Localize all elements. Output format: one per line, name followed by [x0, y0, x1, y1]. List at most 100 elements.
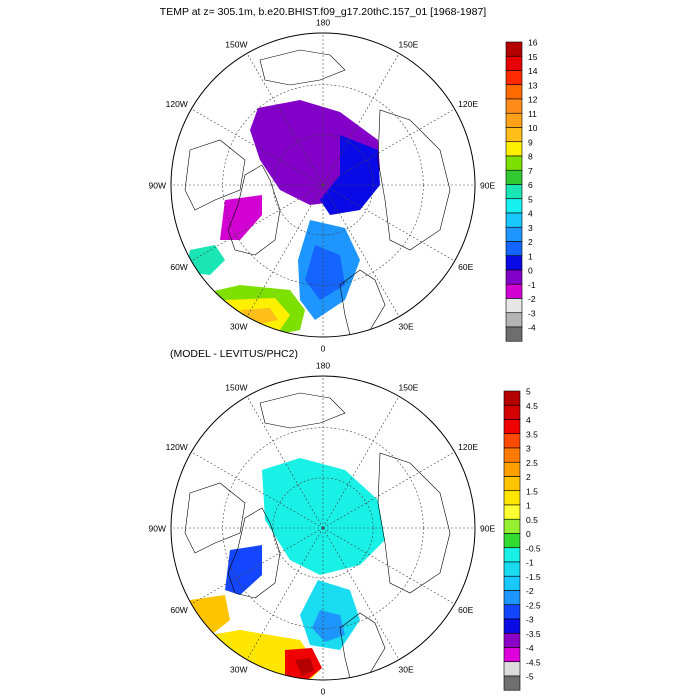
norwegian-sea-core-region — [312, 610, 345, 642]
colorbar-swatch — [503, 518, 521, 534]
longitude-label: 120E — [458, 99, 478, 109]
colorbar-tick-label: 0.5 — [526, 515, 538, 525]
colorbar-tick-label: -3 — [528, 308, 536, 318]
colorbar-swatch — [503, 675, 521, 691]
colorbar-tick-label: 10 — [528, 123, 538, 133]
colorbar-tick-label: -1 — [526, 558, 534, 568]
north-atlantic-hot-core-region — [295, 658, 314, 676]
meridian-line — [191, 184, 324, 262]
colorbar-tick-label: -2 — [526, 586, 534, 596]
colorbar-tick-label: -4 — [526, 643, 534, 653]
colorbar-tick-label: -4 — [528, 323, 536, 333]
longitude-label: 90W — [149, 181, 166, 191]
colorbar-swatch — [505, 241, 523, 257]
bottom-colorbar: 5 4.5 4 3.5 3 2.5 2 1.5 1 0.5 0 -0.5 -1 -1.5 -2 -2.5 -3 -… — [503, 387, 541, 691]
longitude-label: 30E — [399, 322, 414, 332]
colorbar-tick-label: 7 — [528, 166, 533, 176]
meridian-line — [246, 527, 324, 660]
colorbar-swatch — [503, 547, 521, 563]
colorbar-tick-label: 5 — [526, 387, 531, 397]
longitude-label: 150W — [225, 39, 247, 49]
colorbar-swatch — [503, 476, 521, 492]
colorbar-swatch — [505, 112, 523, 128]
colorbar-tick-label: 11 — [528, 109, 537, 119]
colorbar-tick-label: 0 — [528, 266, 533, 276]
colorbar-tick-label: 0 — [526, 529, 531, 539]
colorbar-swatch — [503, 561, 521, 577]
colorbar-tick-label: 1.5 — [526, 486, 538, 496]
top-coast-scandinavia — [339, 269, 386, 336]
longitude-label: 30E — [399, 665, 414, 675]
colorbar-swatch — [503, 390, 521, 406]
bottom-panel: (MODEL - LEVITUS/PHC2) 180 150E 120E 90E 60E… — [149, 348, 541, 697]
top-coast-siberia — [377, 109, 451, 251]
colorbar-tick-label: 4 — [528, 209, 533, 219]
longitude-label: 150E — [399, 39, 419, 49]
colorbar-tick-label: -3 — [526, 615, 534, 625]
top-longitude-labels: 180 150E 120E 90E 60E 30E 0 30W 60W 90W 120W 150W — [149, 18, 496, 354]
longitude-label: 60W — [170, 605, 187, 615]
longitude-label: 120W — [166, 99, 188, 109]
colorbar-tick-label: -1.5 — [526, 572, 541, 582]
colorbar-swatch — [503, 661, 521, 677]
colorbar-tick-label: 13 — [528, 80, 538, 90]
longitude-label: 0 — [321, 344, 326, 354]
colorbar-swatch — [505, 84, 523, 100]
longitude-label: 90E — [480, 181, 495, 191]
colorbar-tick-label: 2 — [528, 237, 533, 247]
baffin-bay-anomaly-region — [225, 545, 262, 595]
colorbar-swatch — [505, 169, 523, 185]
colorbar-swatch — [503, 461, 521, 477]
colorbar-tick-label: -2.5 — [526, 600, 541, 610]
top-plot-title: TEMP at z= 305.1m, b.e20.BHIST.f09_g17.2… — [160, 6, 486, 18]
bottom-coast-greenland — [227, 507, 281, 599]
meridian-line — [322, 527, 455, 605]
top-map-boundary — [170, 32, 476, 338]
north-atlantic-orange-region — [240, 308, 278, 325]
colorbar-swatch — [503, 590, 521, 606]
colorbar-swatch — [503, 433, 521, 449]
longitude-label: 120W — [166, 442, 188, 452]
colorbar-tick-label: -2 — [528, 294, 536, 304]
meridian-line — [191, 527, 324, 605]
colorbar-swatch — [505, 269, 523, 285]
meridian-line — [322, 184, 455, 262]
nordic-seas-inner-region — [305, 245, 345, 300]
colorbar-swatch — [503, 632, 521, 648]
top-coast-alaska — [259, 49, 346, 86]
meridian-line — [322, 53, 400, 186]
colorbar-swatch — [505, 98, 523, 114]
colorbar-swatch — [505, 312, 523, 328]
longitude-label: 30W — [230, 322, 247, 332]
colorbar-tick-label: -4.5 — [526, 657, 541, 667]
colorbar-tick-label: 9 — [528, 137, 533, 147]
colorbar-tick-label: 4.5 — [526, 401, 538, 411]
colorbar-swatch — [505, 226, 523, 242]
meridian-line — [191, 108, 324, 186]
colorbar-swatch — [503, 490, 521, 506]
colorbar-swatch — [503, 419, 521, 435]
colorbar-swatch — [503, 604, 521, 620]
meridian-line — [246, 53, 324, 186]
colorbar-tick-label: 1 — [526, 501, 531, 511]
longitude-label: 150E — [399, 382, 419, 392]
longitude-label: 90W — [149, 524, 166, 534]
colorbar-tick-label: 3.5 — [526, 429, 538, 439]
colorbar-swatch — [503, 404, 521, 420]
colorbar-tick-label: -1 — [528, 280, 536, 290]
longitude-label: 180 — [316, 18, 330, 28]
colorbar-swatch — [505, 127, 523, 143]
colorbar-tick-label: -0.5 — [526, 543, 541, 553]
colorbar-tick-label: -3.5 — [526, 629, 541, 639]
colorbar-swatch — [503, 533, 521, 549]
colorbar-swatch — [503, 504, 521, 520]
colorbar-swatch — [505, 326, 523, 342]
bottom-coast-canada — [184, 482, 246, 554]
longitude-label: 0 — [321, 687, 326, 697]
colorbar-tick-label: 4 — [526, 415, 531, 425]
baffin-bay-region — [220, 195, 262, 240]
colorbar-swatch — [505, 255, 523, 271]
arctic-basin-anomaly-region — [262, 458, 385, 575]
meridian-line — [322, 451, 455, 529]
